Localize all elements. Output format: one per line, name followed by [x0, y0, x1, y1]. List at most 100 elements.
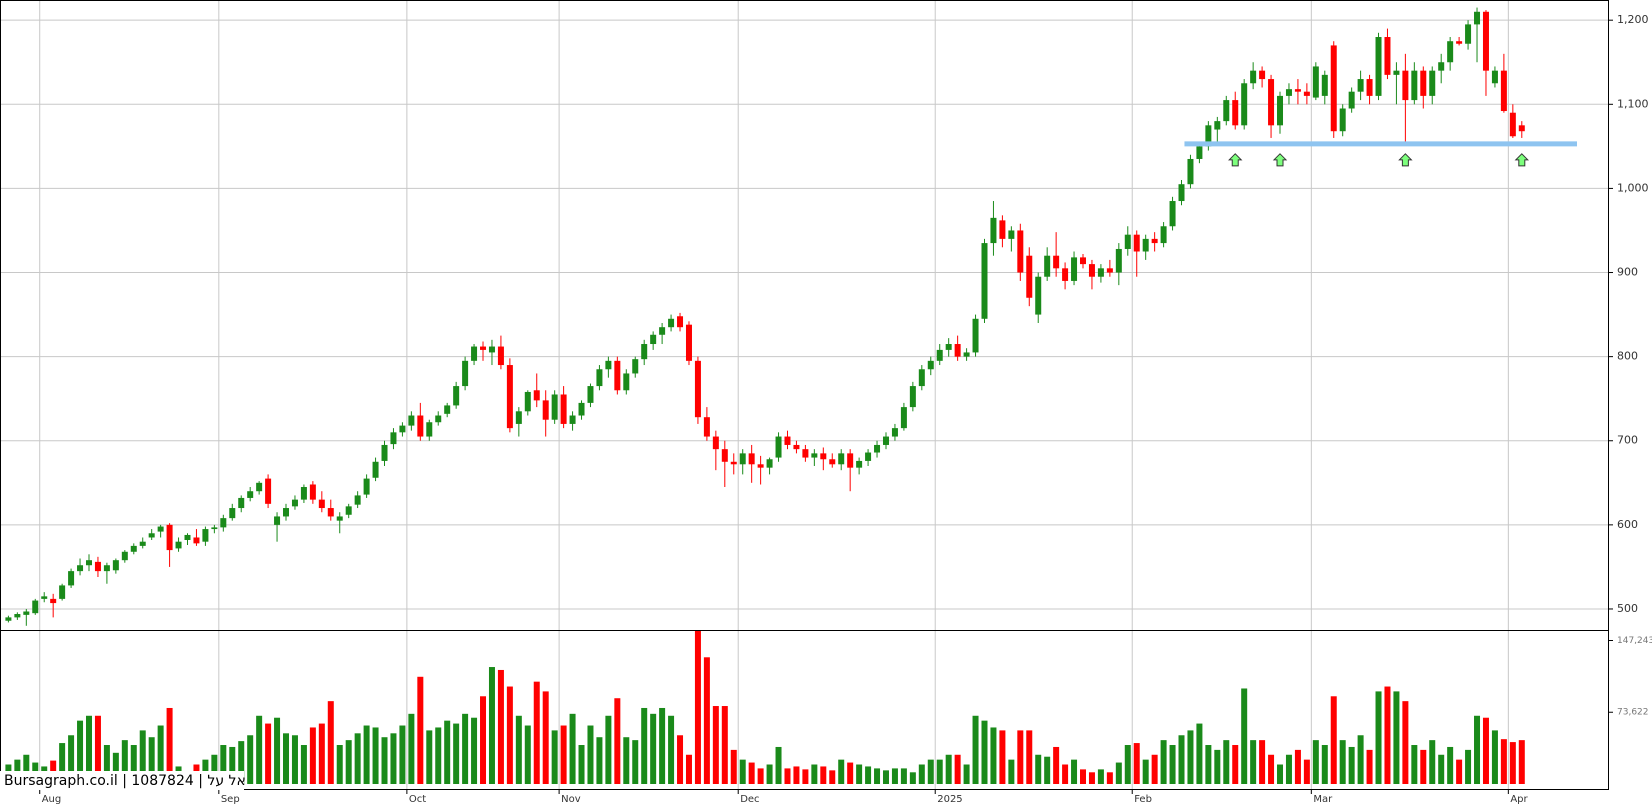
candle-body: [497, 346, 504, 366]
candle-body: [1348, 91, 1355, 109]
candle-body: [166, 524, 173, 551]
candle-body: [882, 436, 889, 445]
volume-bar: [1178, 735, 1185, 784]
candle-body: [1509, 112, 1516, 137]
candle-body: [274, 516, 281, 525]
candle-body: [238, 497, 245, 509]
volume-bar: [524, 725, 531, 784]
candle-body: [1393, 70, 1400, 75]
candle-body: [694, 360, 701, 418]
volume-bar: [1268, 754, 1275, 784]
volume-bar: [596, 737, 603, 784]
volume-bar: [1509, 742, 1516, 784]
candle-body: [1518, 125, 1525, 132]
candle-body: [426, 422, 433, 437]
volume-bar: [283, 733, 290, 784]
volume-bar: [605, 715, 612, 784]
volume-bar: [1071, 759, 1078, 784]
candle-body: [130, 545, 137, 552]
candle-body: [990, 217, 997, 244]
volume-bar: [981, 720, 988, 784]
volume-bar: [641, 707, 648, 784]
candle-body: [739, 453, 746, 465]
volume-bar: [551, 730, 558, 784]
candle-body: [417, 415, 424, 437]
candle-body: [1456, 41, 1463, 44]
candle-body: [112, 560, 119, 571]
volume-bar: [1151, 754, 1158, 784]
volume-bar: [739, 759, 746, 784]
volume-bar: [417, 676, 424, 784]
volume-bar: [1500, 739, 1507, 784]
candle-body: [1133, 234, 1140, 252]
candle-body: [838, 453, 845, 465]
candle-body: [1178, 184, 1185, 202]
volume-bar: [874, 768, 881, 784]
volume-bar: [130, 745, 137, 784]
volume-bar: [918, 764, 925, 784]
candle-body: [1017, 230, 1024, 273]
volume-bar: [1482, 717, 1489, 784]
candle-body: [1294, 89, 1301, 92]
volume-bar: [1285, 754, 1292, 784]
candle-body: [865, 452, 872, 461]
candle-body: [184, 534, 191, 540]
candle-body: [220, 518, 227, 528]
candle-body: [363, 478, 370, 495]
volume-bar: [632, 740, 639, 784]
candle-body: [148, 533, 155, 538]
candle-body: [265, 478, 272, 504]
volume-bar: [909, 772, 916, 784]
volume-bar: [1420, 749, 1427, 784]
volume-bar: [1429, 740, 1436, 784]
volume-bar: [166, 707, 173, 784]
volume-bar: [802, 769, 809, 784]
volume-bar: [274, 717, 281, 784]
volume-bar: [775, 746, 782, 784]
volume-bar: [820, 766, 827, 784]
candle-body: [703, 417, 710, 437]
candle-body: [256, 482, 263, 492]
candle-body: [1124, 234, 1131, 249]
candle-body: [981, 243, 988, 319]
volume-bar: [1312, 740, 1319, 784]
volume-bar: [623, 737, 630, 784]
volume-bar: [363, 725, 370, 784]
labels: 500 600 700 800 900 1,000 1,100 1,200 73,622 147,…: [42, 13, 1652, 805]
volume-bar: [1411, 745, 1418, 784]
x-tick-label: Dec: [740, 794, 759, 805]
volume-bar: [157, 725, 164, 784]
candle-body: [524, 391, 531, 412]
volume-bar: [1250, 740, 1257, 784]
candle-body: [954, 344, 961, 357]
volume-bar: [1277, 764, 1284, 784]
volume-bar: [1169, 745, 1176, 784]
candle-body: [1447, 41, 1454, 63]
candle-body: [1277, 95, 1284, 126]
volume-tick-label: 73,622: [1617, 708, 1649, 718]
candle-body: [766, 459, 773, 468]
volume-bar: [578, 745, 585, 784]
volume-bar: [408, 713, 415, 784]
candle-body: [1285, 89, 1292, 96]
volume-bar: [542, 691, 549, 784]
candle-body: [103, 565, 110, 572]
frame: [0, 0, 1609, 790]
candle-body: [909, 386, 916, 408]
volume-bar: [1044, 756, 1051, 784]
candle-body: [1330, 45, 1337, 132]
volume-bar: [1026, 730, 1033, 784]
x-tick-label: Nov: [561, 794, 581, 805]
candle-body: [1071, 257, 1078, 281]
volume-bar: [1035, 754, 1042, 784]
volume-bar: [1196, 723, 1203, 784]
candle-body: [309, 484, 316, 500]
candle-body: [730, 461, 737, 465]
volume-bar: [1017, 730, 1024, 784]
volume-bar: [659, 707, 666, 784]
volume-bar: [1097, 769, 1104, 784]
x-tick-label: Oct: [409, 794, 426, 805]
volume-bar: [721, 706, 728, 784]
volume-bar: [1366, 749, 1373, 784]
candle-body: [1232, 100, 1239, 126]
